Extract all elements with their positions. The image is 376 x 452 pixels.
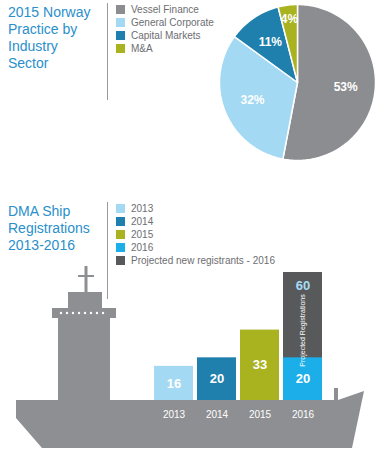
html-text:M&A: M&A xyxy=(131,43,153,54)
html-text:Projected new registrants - 20: Projected new registrants - 2016 xyxy=(131,255,275,266)
svg-text:20: 20 xyxy=(210,371,224,386)
html-text:General Corporate: General Corporate xyxy=(131,17,214,28)
html-text:2015 Norway Practice by Indust: 2015 Norway Practice by Industry Sector xyxy=(8,4,91,71)
html-text:Capital Markets: Capital Markets xyxy=(131,30,201,41)
svg-text:33: 33 xyxy=(253,357,267,372)
html-text:2015: 2015 xyxy=(131,229,154,240)
html-text:2013: 2013 xyxy=(131,203,154,214)
svg-text:Projected Registrations: Projected Registrations xyxy=(299,294,307,367)
svg-text:2015: 2015 xyxy=(249,409,272,420)
svg-text:2016: 2016 xyxy=(292,409,315,420)
html-text:DMA Ship Registrations 2013-20: DMA Ship Registrations 2013-2016 xyxy=(8,203,90,253)
svg-text:20: 20 xyxy=(296,371,310,386)
html-text:2016: 2016 xyxy=(131,242,154,253)
svg-text:2014: 2014 xyxy=(206,409,229,420)
svg-text:60: 60 xyxy=(296,278,310,293)
svg-text:53%: 53% xyxy=(334,80,358,94)
svg-text:2013: 2013 xyxy=(163,409,186,420)
svg-text:4%: 4% xyxy=(281,12,299,26)
svg-text:32%: 32% xyxy=(241,93,265,107)
svg-text:16: 16 xyxy=(167,376,181,391)
html-text:2014: 2014 xyxy=(131,216,154,227)
svg-text:11%: 11% xyxy=(259,35,283,49)
html-text:Vessel Finance: Vessel Finance xyxy=(131,4,199,15)
